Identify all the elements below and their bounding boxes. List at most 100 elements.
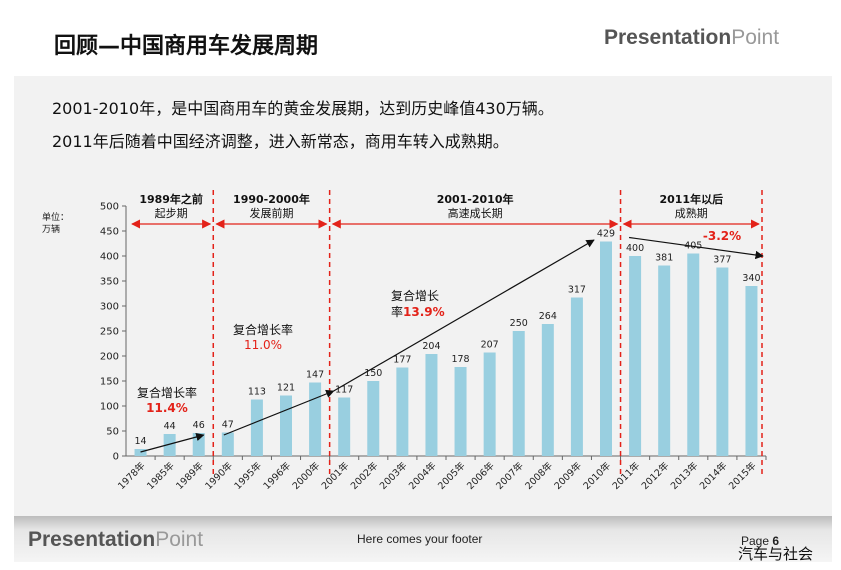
unit-label-line2: 万辆 <box>42 223 60 235</box>
bar <box>280 395 292 456</box>
bar-value-label: 204 <box>422 341 440 352</box>
bar <box>512 331 525 456</box>
bar <box>309 382 322 456</box>
growth-annotation-rate: 13.9% <box>403 305 445 319</box>
bar <box>338 397 351 456</box>
bar-value-label: 377 <box>713 255 731 266</box>
growth-annotation-rate: -3.2% <box>703 229 741 243</box>
x-tick-label: 2007年 <box>494 459 527 492</box>
growth-annotation-rate: 11.0% <box>244 338 282 352</box>
x-tick-label: 1995年 <box>232 459 265 492</box>
period-subtitle: 起步期 <box>155 207 188 220</box>
bar <box>425 354 438 456</box>
bar <box>600 241 612 456</box>
bar-value-label: 250 <box>510 318 528 329</box>
period-title: 1990-2000年 <box>233 192 310 206</box>
x-tick-label: 1985年 <box>144 459 177 492</box>
bar-value-label: 147 <box>306 370 324 381</box>
bar <box>221 432 234 456</box>
page-label: Page <box>741 534 770 548</box>
bar-value-label: 207 <box>481 340 499 351</box>
y-tick-label: 450 <box>100 227 119 238</box>
growth-annotation-label: 复合增长率 <box>137 385 197 400</box>
bar <box>134 449 147 456</box>
x-tick-label: 2012年 <box>639 459 672 492</box>
x-tick-label: 2003年 <box>377 459 410 492</box>
bar-value-label: 317 <box>568 285 586 296</box>
footer-text: Here comes your footer <box>357 532 483 546</box>
period-subtitle: 高速成长期 <box>448 206 503 220</box>
slide-title: 回顾—中国商用车发展周期 <box>54 34 319 59</box>
y-tick-label: 400 <box>100 252 119 263</box>
growth-annotation-label-suffix: 率 <box>391 304 403 319</box>
x-tick-label: 1990年 <box>203 459 236 492</box>
x-tick-label: 1996年 <box>261 459 294 492</box>
x-tick-label: 1989年 <box>174 459 207 492</box>
x-tick-label: 2004年 <box>406 459 439 492</box>
growth-annotation-label: 复合增长 <box>391 288 439 303</box>
intro-line-1: 2001-2010年，是中国商用车的黄金发展期，达到历史峰值430万辆。 <box>52 99 554 118</box>
x-tick-label: 2005年 <box>435 459 468 492</box>
y-tick-label: 0 <box>113 452 119 463</box>
x-tick-label: 2014年 <box>697 459 730 492</box>
page-number: Page 6 <box>741 534 779 548</box>
bar-value-label: 150 <box>364 368 382 379</box>
bar-value-label: 14 <box>134 436 146 447</box>
y-tick-label: 100 <box>100 402 119 413</box>
y-tick-label: 150 <box>100 377 119 388</box>
unit-label-line1: 单位： <box>42 211 69 223</box>
trend-arrow-1 <box>140 432 205 453</box>
period-title: 2011年以后 <box>659 192 723 206</box>
bar <box>163 434 176 456</box>
bar-value-label: 264 <box>539 311 557 322</box>
x-tick-label: 2008年 <box>523 459 556 492</box>
bar-value-label: 46 <box>193 420 205 431</box>
x-tick-label: 2015年 <box>726 459 759 492</box>
bar <box>396 367 409 456</box>
y-tick-label: 350 <box>100 277 119 288</box>
bar-value-label: 400 <box>626 243 644 254</box>
y-tick-label: 250 <box>100 327 119 338</box>
y-tick-label: 200 <box>100 352 119 363</box>
bar-value-label: 381 <box>655 253 673 264</box>
x-tick-label: 2011年 <box>610 459 643 492</box>
x-tick-label: 2010年 <box>581 459 614 492</box>
bar-value-label: 429 <box>597 229 615 240</box>
bar <box>687 253 700 456</box>
x-tick-label: 2009年 <box>552 459 585 492</box>
brand-light: Point <box>731 26 780 49</box>
x-tick-label: 2001年 <box>319 459 352 492</box>
footer-bar <box>14 516 832 562</box>
period-title: 1989年之前 <box>139 192 203 206</box>
trend-arrow-2 <box>223 389 335 436</box>
x-tick-label: 2002年 <box>348 459 381 492</box>
bar <box>541 324 554 456</box>
watermark: 汽车与社会 <box>738 545 814 563</box>
growth-annotation-label-cont: 率13.9% <box>391 304 445 319</box>
bar <box>367 381 380 456</box>
y-tick-label: 50 <box>106 427 119 438</box>
bar-value-label: 44 <box>164 421 176 432</box>
trend-arrow-3 <box>333 239 595 392</box>
period-subtitle: 发展前期 <box>249 206 293 220</box>
bar <box>716 267 729 456</box>
growth-annotation-rate: 11.4% <box>146 401 188 415</box>
growth-annotation-label: 复合增长率 <box>233 322 293 337</box>
x-tick-label: 2000年 <box>290 459 323 492</box>
bar-value-label: 117 <box>335 385 353 396</box>
bar-value-label: 178 <box>451 354 469 365</box>
bar-value-label: 177 <box>393 355 411 366</box>
bar <box>658 265 671 456</box>
brand-logo-top: PresentationPoint <box>604 26 779 50</box>
trend-arrow-4 <box>629 236 764 260</box>
brand-light-footer: Point <box>155 528 204 551</box>
period-title: 2001-2010年 <box>437 192 514 206</box>
y-tick-label: 500 <box>100 202 119 213</box>
y-tick-label: 300 <box>100 302 119 313</box>
bar <box>745 286 758 456</box>
bar-value-label: 113 <box>248 387 266 398</box>
page-number-value: 6 <box>772 534 780 548</box>
intro-line-2: 2011年后随着中国经济调整，进入新常态，商用车转入成熟期。 <box>52 132 509 151</box>
bar-value-label: 47 <box>222 420 234 431</box>
